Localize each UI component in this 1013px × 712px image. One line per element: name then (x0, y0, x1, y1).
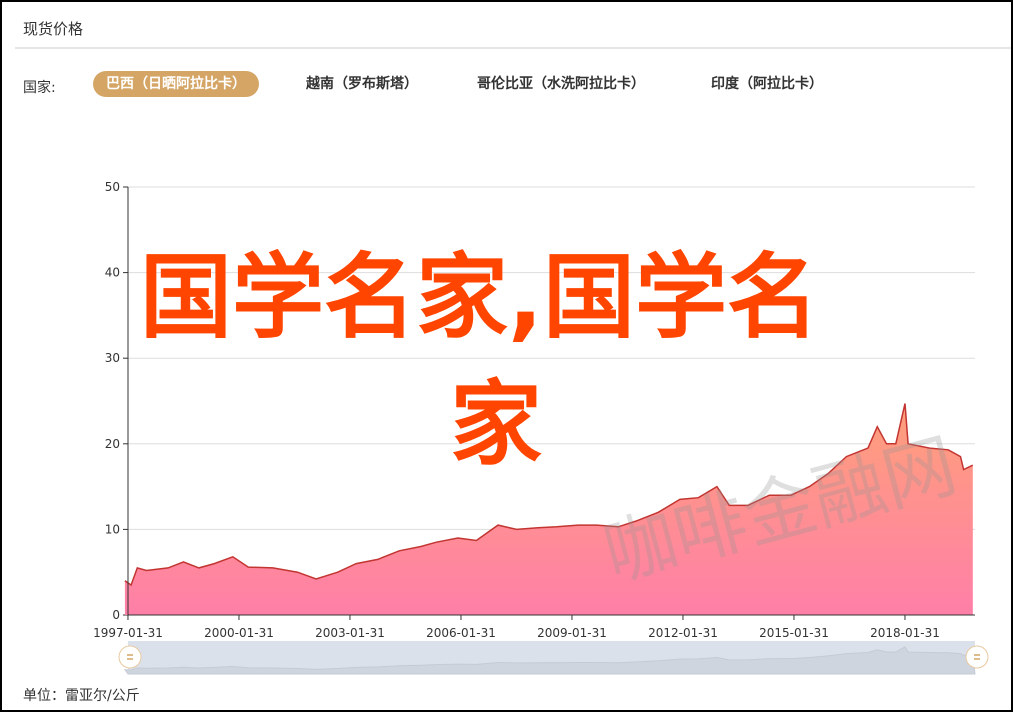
datazoom-preview (123, 646, 976, 675)
overlay-watermark: 国学名家,国学名 (140, 244, 819, 351)
price-line (124, 403, 974, 587)
country-label: 国家: (23, 80, 56, 96)
datazoom-handle-right[interactable] (965, 645, 989, 669)
x-tick-label: 2009-01-31 (537, 626, 607, 640)
y-tick-label: 50 (105, 180, 120, 194)
x-tick-label: 1997-01-31 (93, 626, 163, 640)
unit-label: 单位：雷亚尔/公斤 (23, 688, 140, 704)
y-tick-label: 30 (105, 351, 120, 365)
y-tick-label: 10 (105, 522, 120, 536)
x-tick-label: 2012-01-31 (648, 626, 718, 640)
x-tick-label: 2000-01-31 (204, 626, 274, 640)
x-tick-label: 2015-01-31 (759, 626, 829, 640)
y-tick-label: 20 (105, 437, 120, 451)
x-tick-label: 2018-01-31 (870, 626, 940, 640)
datazoom-handle-left[interactable] (118, 645, 142, 669)
tab-colombia[interactable]: 哥伦比亚（水洗阿拉比卡） (477, 76, 645, 92)
tab-india[interactable]: 印度（阿拉比卡） (711, 76, 823, 92)
price-area (124, 403, 973, 615)
tab-brazil[interactable]: 巴西（日晒阿拉比卡） (93, 71, 259, 97)
divider (15, 47, 1011, 49)
x-tick-label: 2003-01-31 (315, 626, 385, 640)
y-tick-label: 0 (112, 608, 120, 622)
overlay-watermark-2: 家 (450, 371, 543, 478)
panel-title: 现货价格 (23, 20, 84, 38)
y-tick-label: 40 (105, 266, 120, 280)
x-tick-label: 2006-01-31 (426, 626, 496, 640)
tab-vietnam[interactable]: 越南（罗布斯塔） (306, 76, 418, 92)
